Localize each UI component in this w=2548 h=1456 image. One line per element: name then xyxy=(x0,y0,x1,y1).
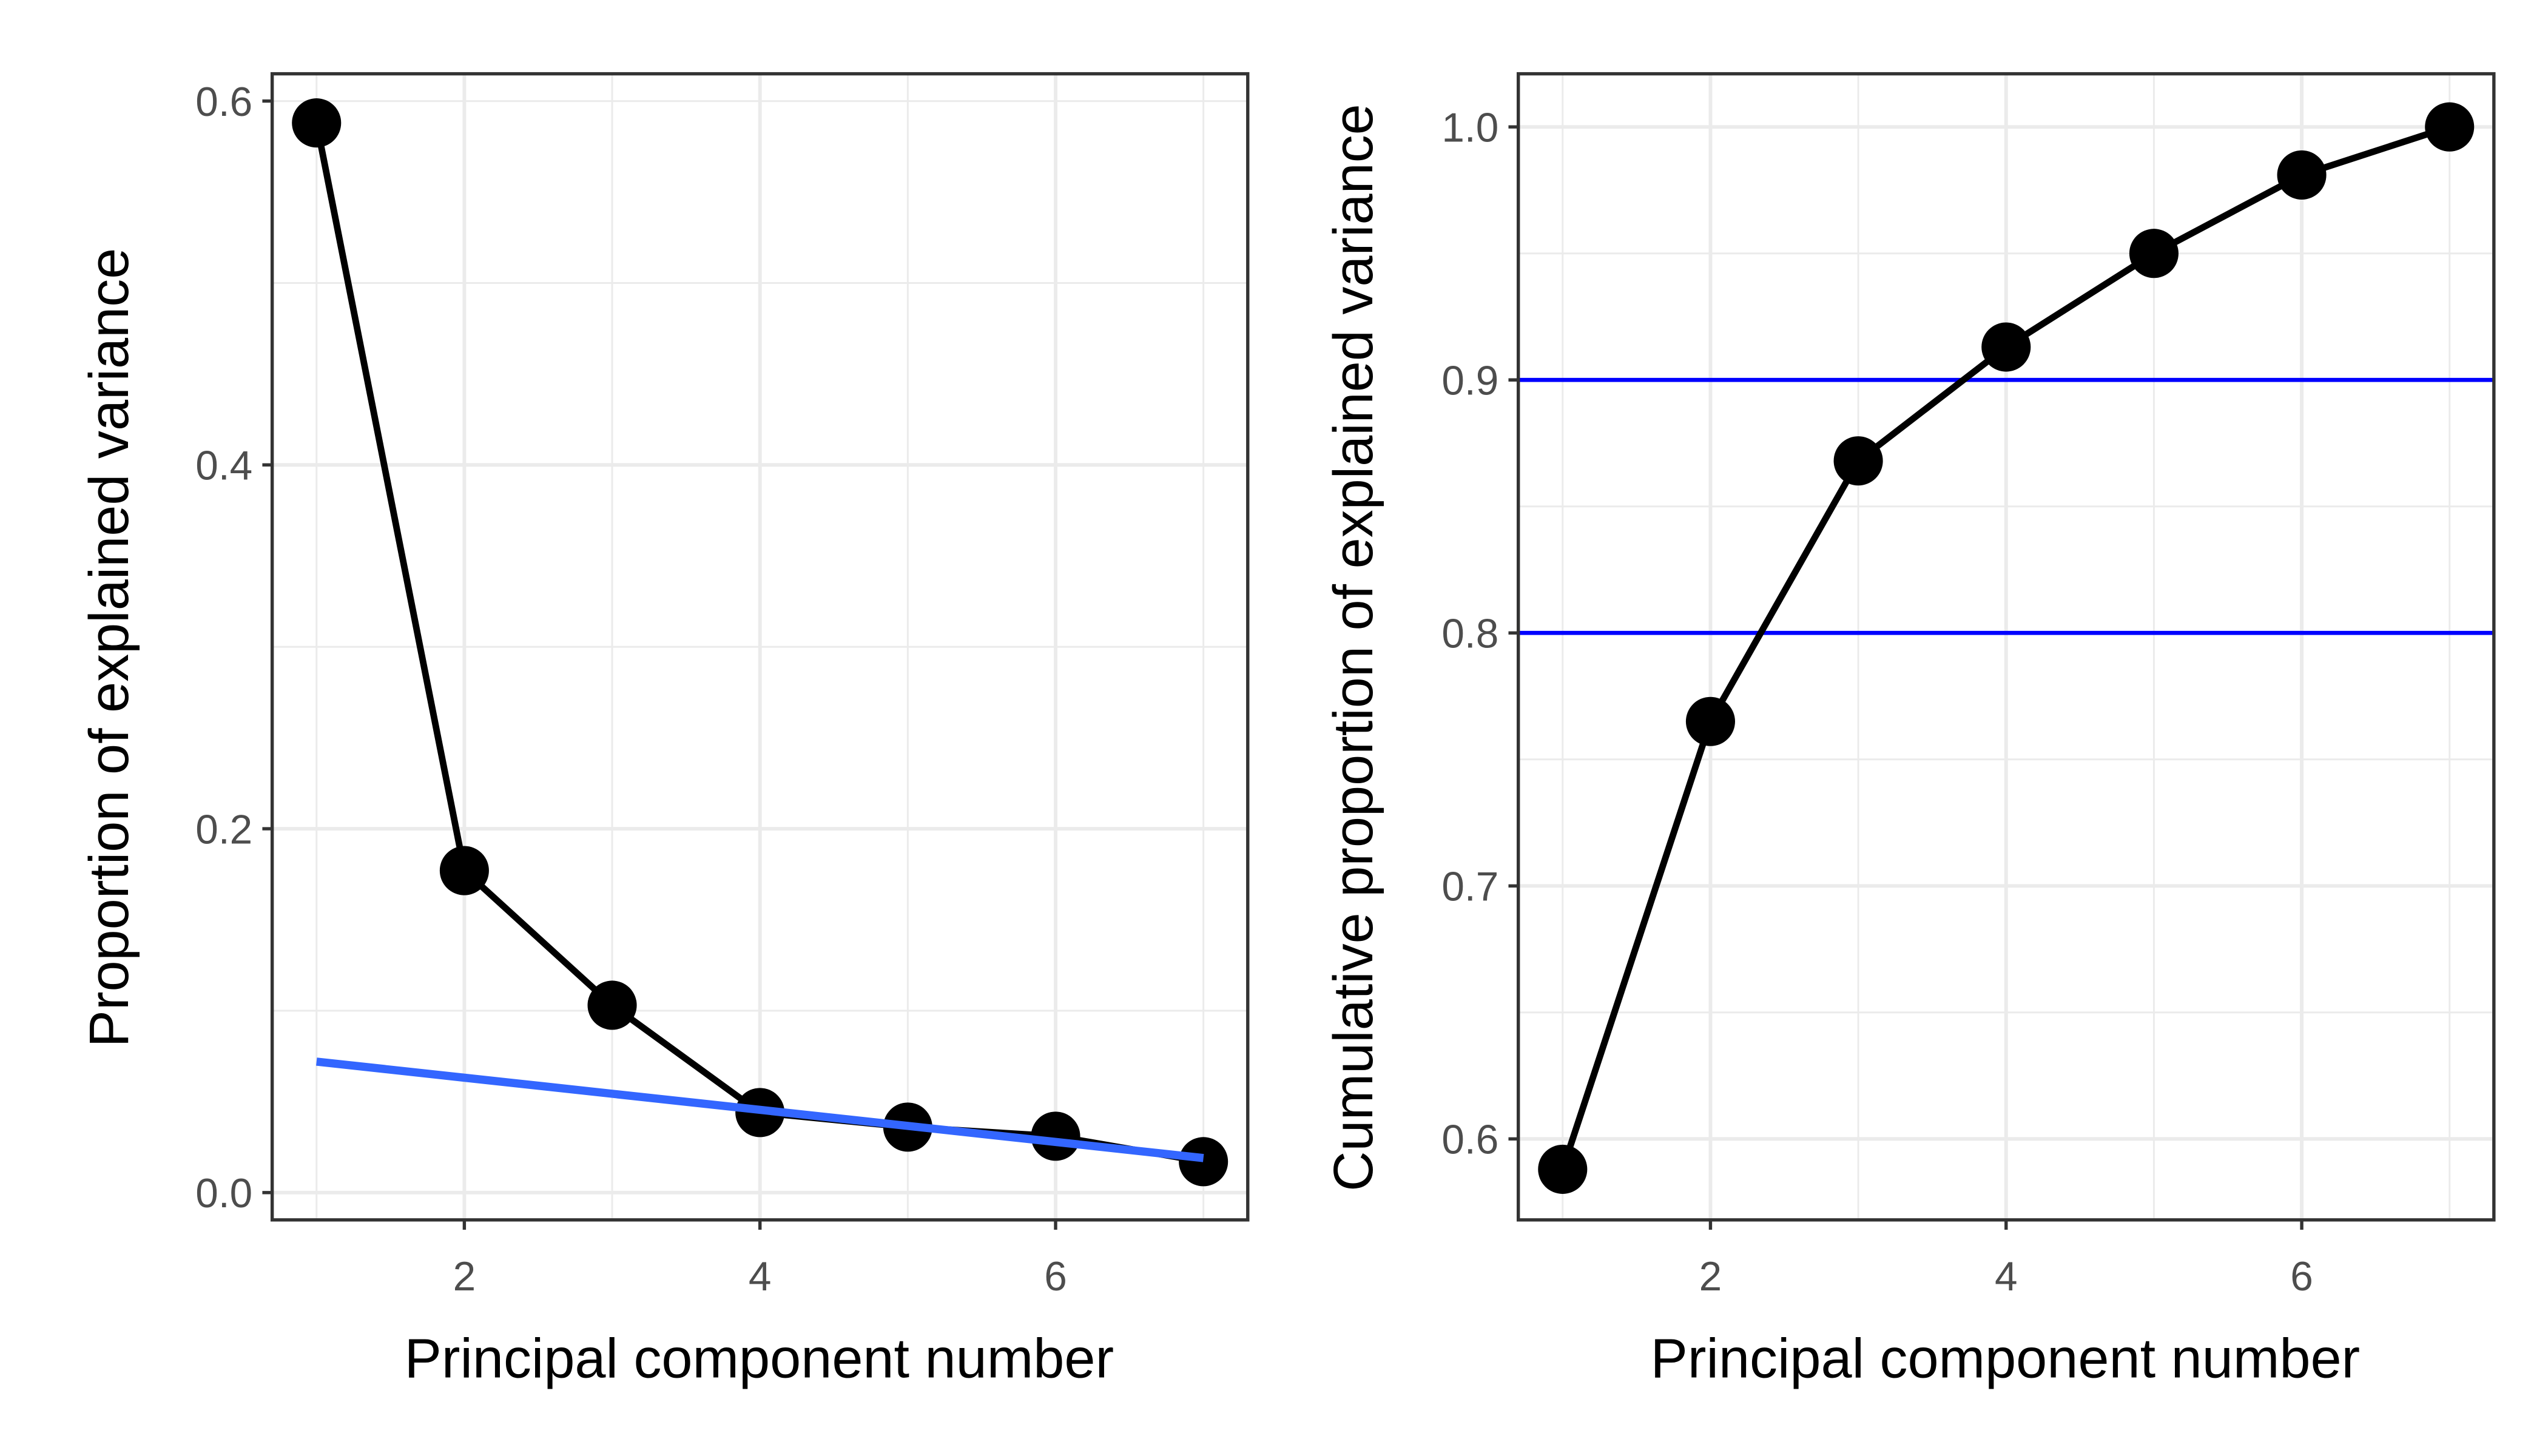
left-panel-proportion: Principal component number Proportion of… xyxy=(78,72,1250,1389)
data-point xyxy=(1685,696,1735,746)
data-point xyxy=(1031,1111,1080,1161)
x-axis-title: Principal component number xyxy=(1651,1327,2360,1389)
fit-line xyxy=(316,1057,1204,1162)
grid xyxy=(1518,73,2494,1220)
x-tick-label: 2 xyxy=(453,1254,476,1299)
data-point xyxy=(1981,322,2031,372)
x-axis-title: Principal component number xyxy=(405,1327,1114,1389)
data-point xyxy=(292,98,342,148)
y-tick-label: 0.8 xyxy=(1441,612,1498,657)
data-point xyxy=(1833,436,1883,486)
y-tick-label: 1.0 xyxy=(1441,106,1498,151)
y-tick-label: 0.9 xyxy=(1441,359,1498,404)
data-point xyxy=(2129,229,2179,278)
y-tick-label: 0.2 xyxy=(195,807,252,852)
x-tick-label: 4 xyxy=(749,1254,772,1299)
x-tick-label: 2 xyxy=(1699,1254,1722,1299)
y-axis-title: Cumulative proportion of explained varia… xyxy=(1323,104,1384,1191)
data-point xyxy=(587,980,637,1030)
data-point xyxy=(1179,1137,1228,1187)
data-point xyxy=(1538,1144,1588,1194)
x-tick-label: 6 xyxy=(2290,1254,2313,1299)
y-tick-label: 0.6 xyxy=(195,79,252,125)
x-tick-label: 4 xyxy=(1995,1254,2018,1299)
y-tick-label: 0.4 xyxy=(195,443,252,489)
grid xyxy=(272,73,1248,1220)
y-tick-label: 0.7 xyxy=(1441,864,1498,910)
data-point xyxy=(2277,150,2327,200)
right-panel-cumulative: Principal component number Cumulative pr… xyxy=(1323,72,2496,1389)
x-tick-label: 6 xyxy=(1044,1254,1067,1299)
data-point xyxy=(2425,102,2475,152)
y-tick-label: 0.6 xyxy=(1441,1117,1498,1163)
data-point xyxy=(439,846,489,895)
y-axis-title: Proportion of explained variance xyxy=(78,248,140,1048)
y-tick-label: 0.0 xyxy=(195,1171,252,1216)
